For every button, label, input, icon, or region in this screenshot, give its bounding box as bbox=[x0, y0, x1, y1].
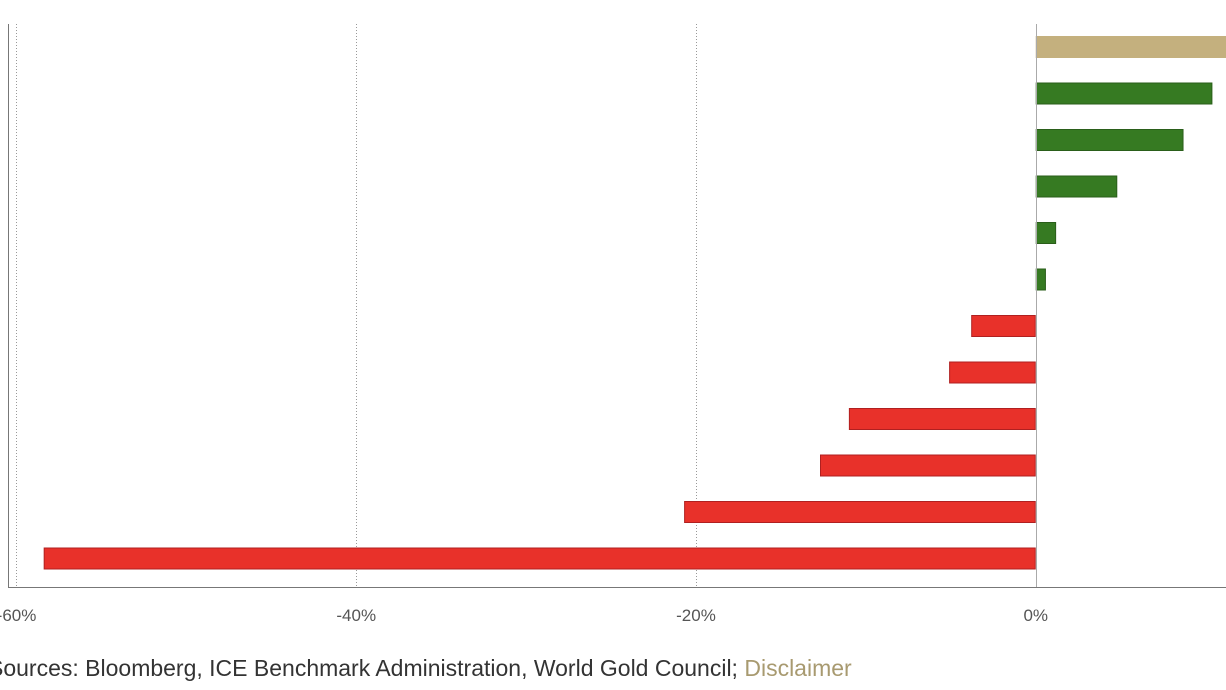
grid-lines bbox=[16, 24, 697, 587]
x-tick-labels: -60% -40% -20% 0% bbox=[0, 606, 1048, 625]
axes bbox=[8, 24, 1226, 588]
x-tick-label: -60% bbox=[0, 606, 36, 625]
bar[interactable] bbox=[971, 315, 1036, 337]
source-text: Sources: Bloomberg, ICE Benchmark Admini… bbox=[0, 655, 745, 681]
bar[interactable] bbox=[1035, 129, 1184, 151]
bar[interactable] bbox=[1035, 36, 1226, 58]
disclaimer-link[interactable]: Disclaimer bbox=[744, 655, 852, 681]
bar[interactable] bbox=[848, 408, 1036, 430]
x-tick-label: 0% bbox=[1023, 606, 1048, 625]
bar[interactable] bbox=[1035, 82, 1213, 105]
x-tick-label: -40% bbox=[336, 606, 376, 625]
bars bbox=[43, 36, 1226, 570]
bar[interactable] bbox=[820, 454, 1036, 477]
x-tick-label: -20% bbox=[676, 606, 716, 625]
bar[interactable] bbox=[43, 547, 1036, 570]
bar[interactable] bbox=[949, 361, 1036, 384]
bar[interactable] bbox=[1035, 222, 1057, 244]
bar[interactable] bbox=[684, 501, 1036, 523]
bar[interactable] bbox=[1035, 268, 1046, 291]
bar[interactable] bbox=[1035, 175, 1118, 198]
source-note: Sources: Bloomberg, ICE Benchmark Admini… bbox=[0, 655, 852, 682]
